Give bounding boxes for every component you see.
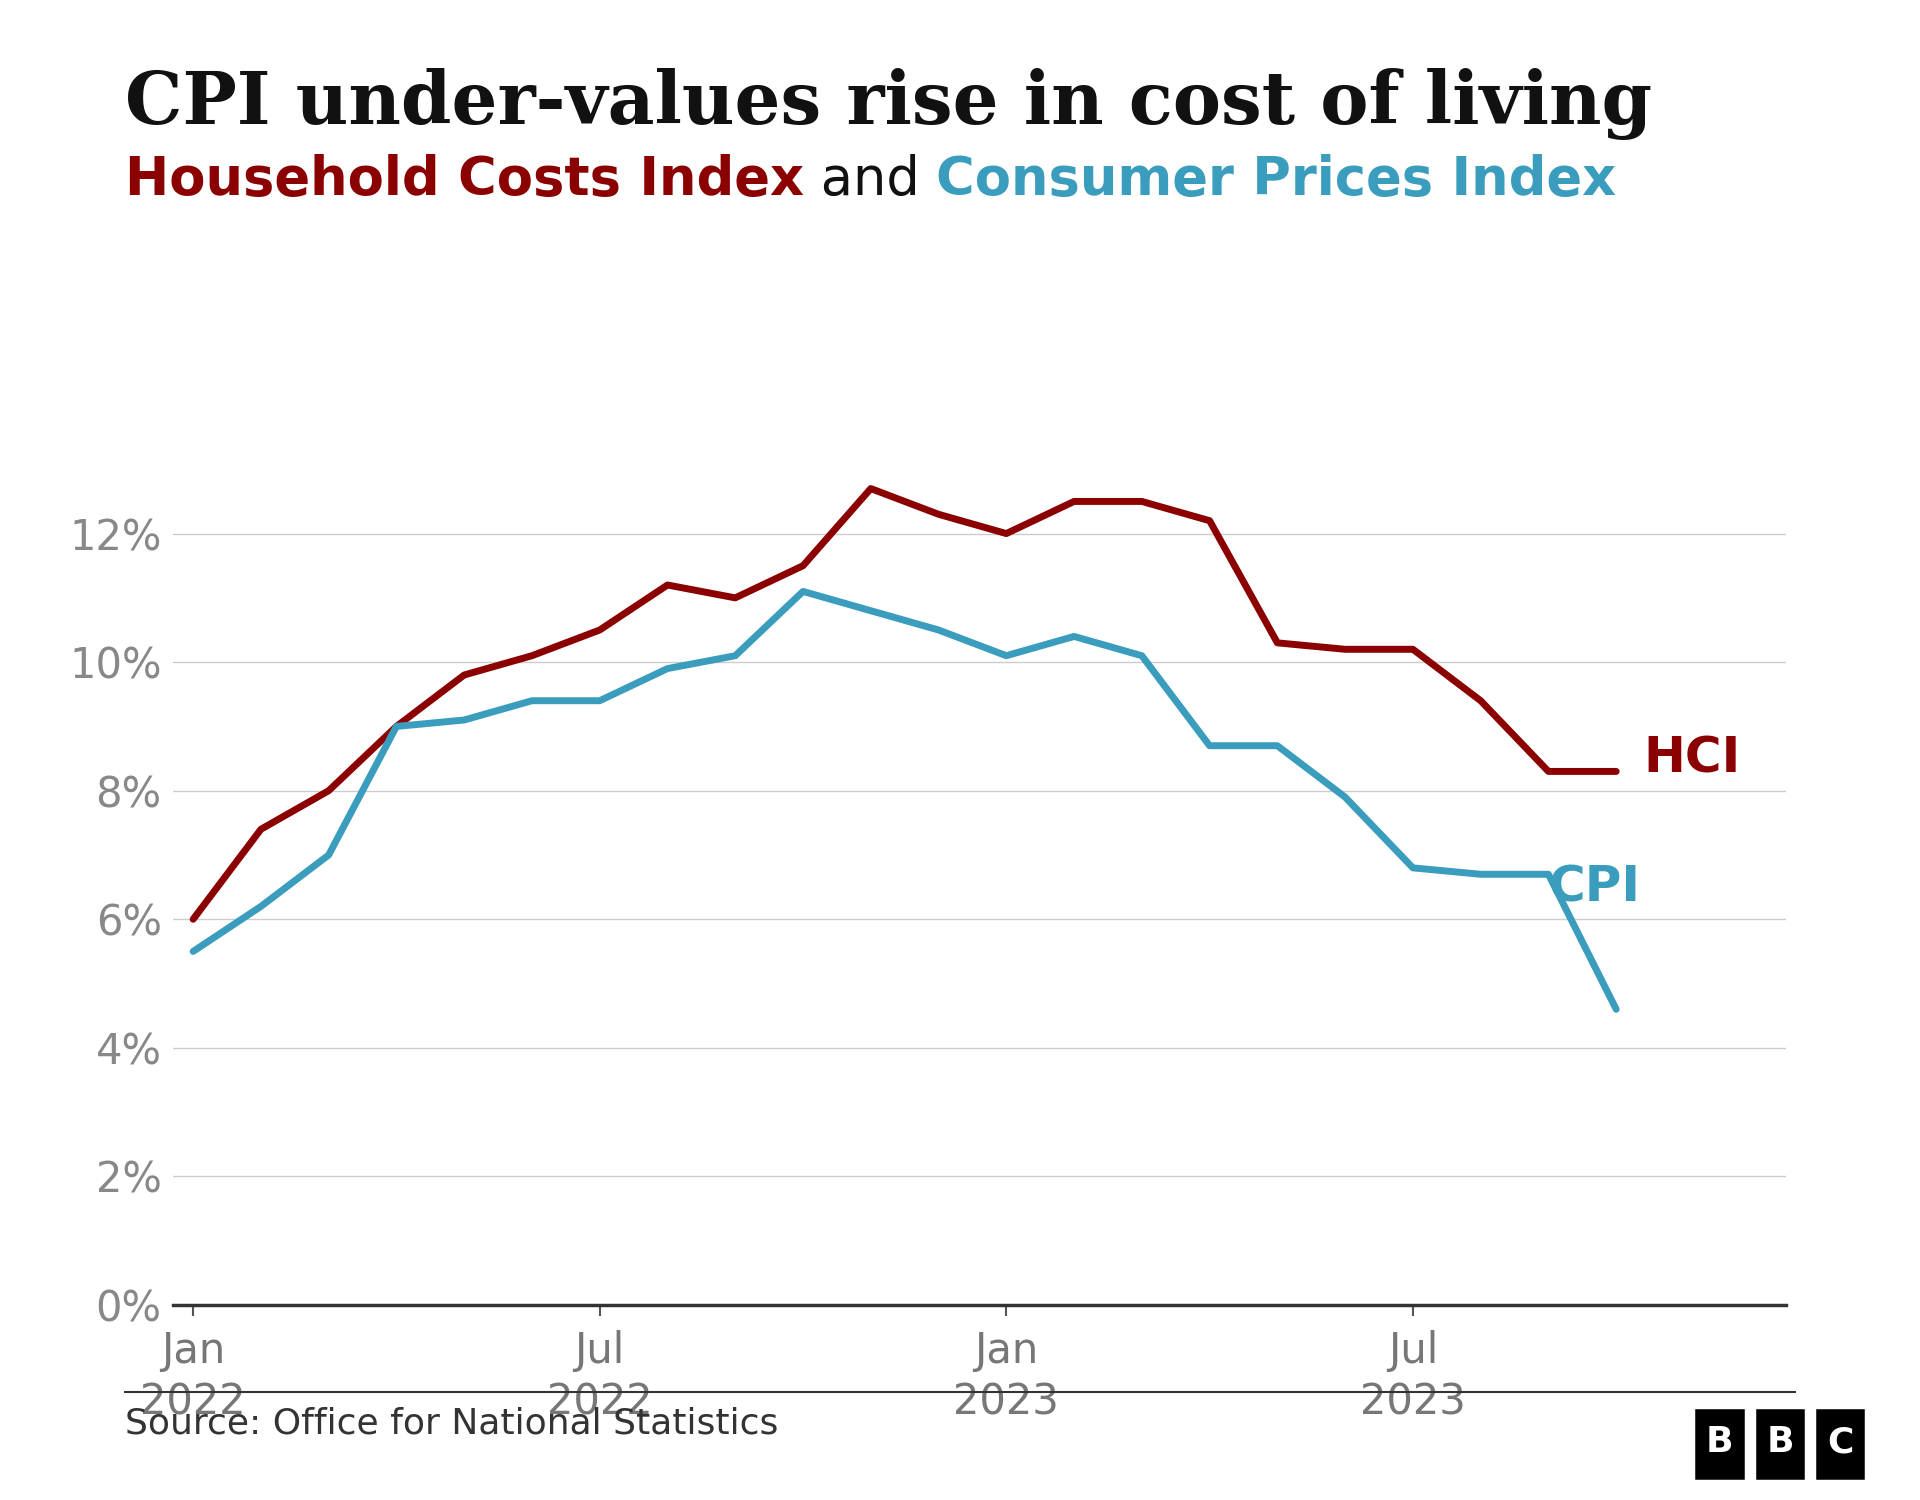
Text: HCI: HCI [1644, 735, 1741, 783]
Text: Source: Office for National Statistics: Source: Office for National Statistics [125, 1406, 778, 1440]
Text: CPI: CPI [1548, 862, 1640, 910]
Text: and: and [804, 154, 937, 206]
Bar [1693, 1407, 1745, 1480]
Text: Household Costs Index: Household Costs Index [125, 154, 804, 206]
Bar [1753, 1407, 1807, 1480]
Text: B: B [1766, 1425, 1793, 1460]
Text: CPI under-values rise in cost of living: CPI under-values rise in cost of living [125, 68, 1651, 140]
Text: Consumer Prices Index: Consumer Prices Index [937, 154, 1617, 206]
Text: C: C [1828, 1425, 1853, 1460]
Bar [1814, 1407, 1866, 1480]
Text: B: B [1707, 1425, 1734, 1460]
